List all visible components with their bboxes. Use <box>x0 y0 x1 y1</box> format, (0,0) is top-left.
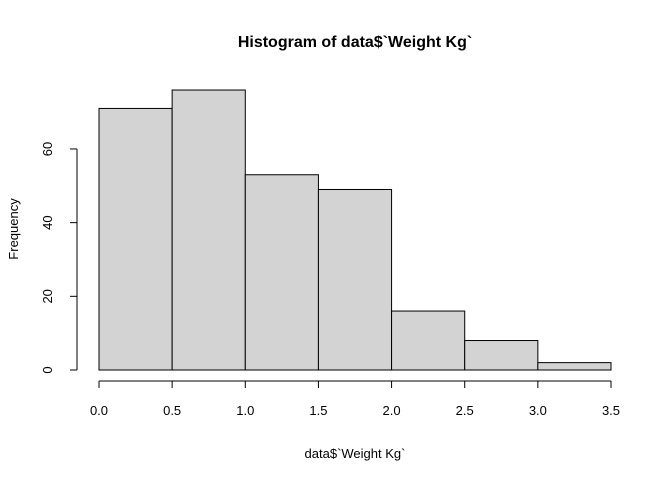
x-tick-label: 0.0 <box>90 403 108 418</box>
x-axis-label: data$`Weight Kg` <box>305 446 406 461</box>
histogram-bar-2 <box>244 174 319 371</box>
histogram-bar-3 <box>317 188 393 371</box>
x-tick-label: 3.0 <box>529 403 547 418</box>
x-tick-label: 3.5 <box>602 403 620 418</box>
y-axis-label: Frequency <box>6 198 21 260</box>
x-tick-label: 1.0 <box>236 403 254 418</box>
x-tick-label: 1.5 <box>309 403 327 418</box>
y-tick-label: 20 <box>40 289 55 303</box>
chart-title: Histogram of data$`Weight Kg` <box>238 34 472 51</box>
x-axis: 0.0 0.5 1.0 1.5 2.0 2.5 3.0 3.5 <box>90 380 620 418</box>
x-tick-label: 0.5 <box>163 403 181 418</box>
bars-group <box>98 89 612 371</box>
histogram-bar-5 <box>464 340 539 371</box>
histogram-bar-1 <box>171 89 246 371</box>
y-axis: 0 20 40 60 <box>40 142 78 374</box>
y-tick-label: 60 <box>40 142 55 156</box>
x-tick-label: 2.0 <box>383 403 401 418</box>
y-tick-label: 40 <box>40 215 55 229</box>
y-tick-label: 0 <box>40 366 55 373</box>
histogram-bar-6 <box>537 362 612 371</box>
x-tick-label: 2.5 <box>456 403 474 418</box>
histogram-bar-0 <box>98 107 173 371</box>
histogram-bar-4 <box>391 310 466 371</box>
